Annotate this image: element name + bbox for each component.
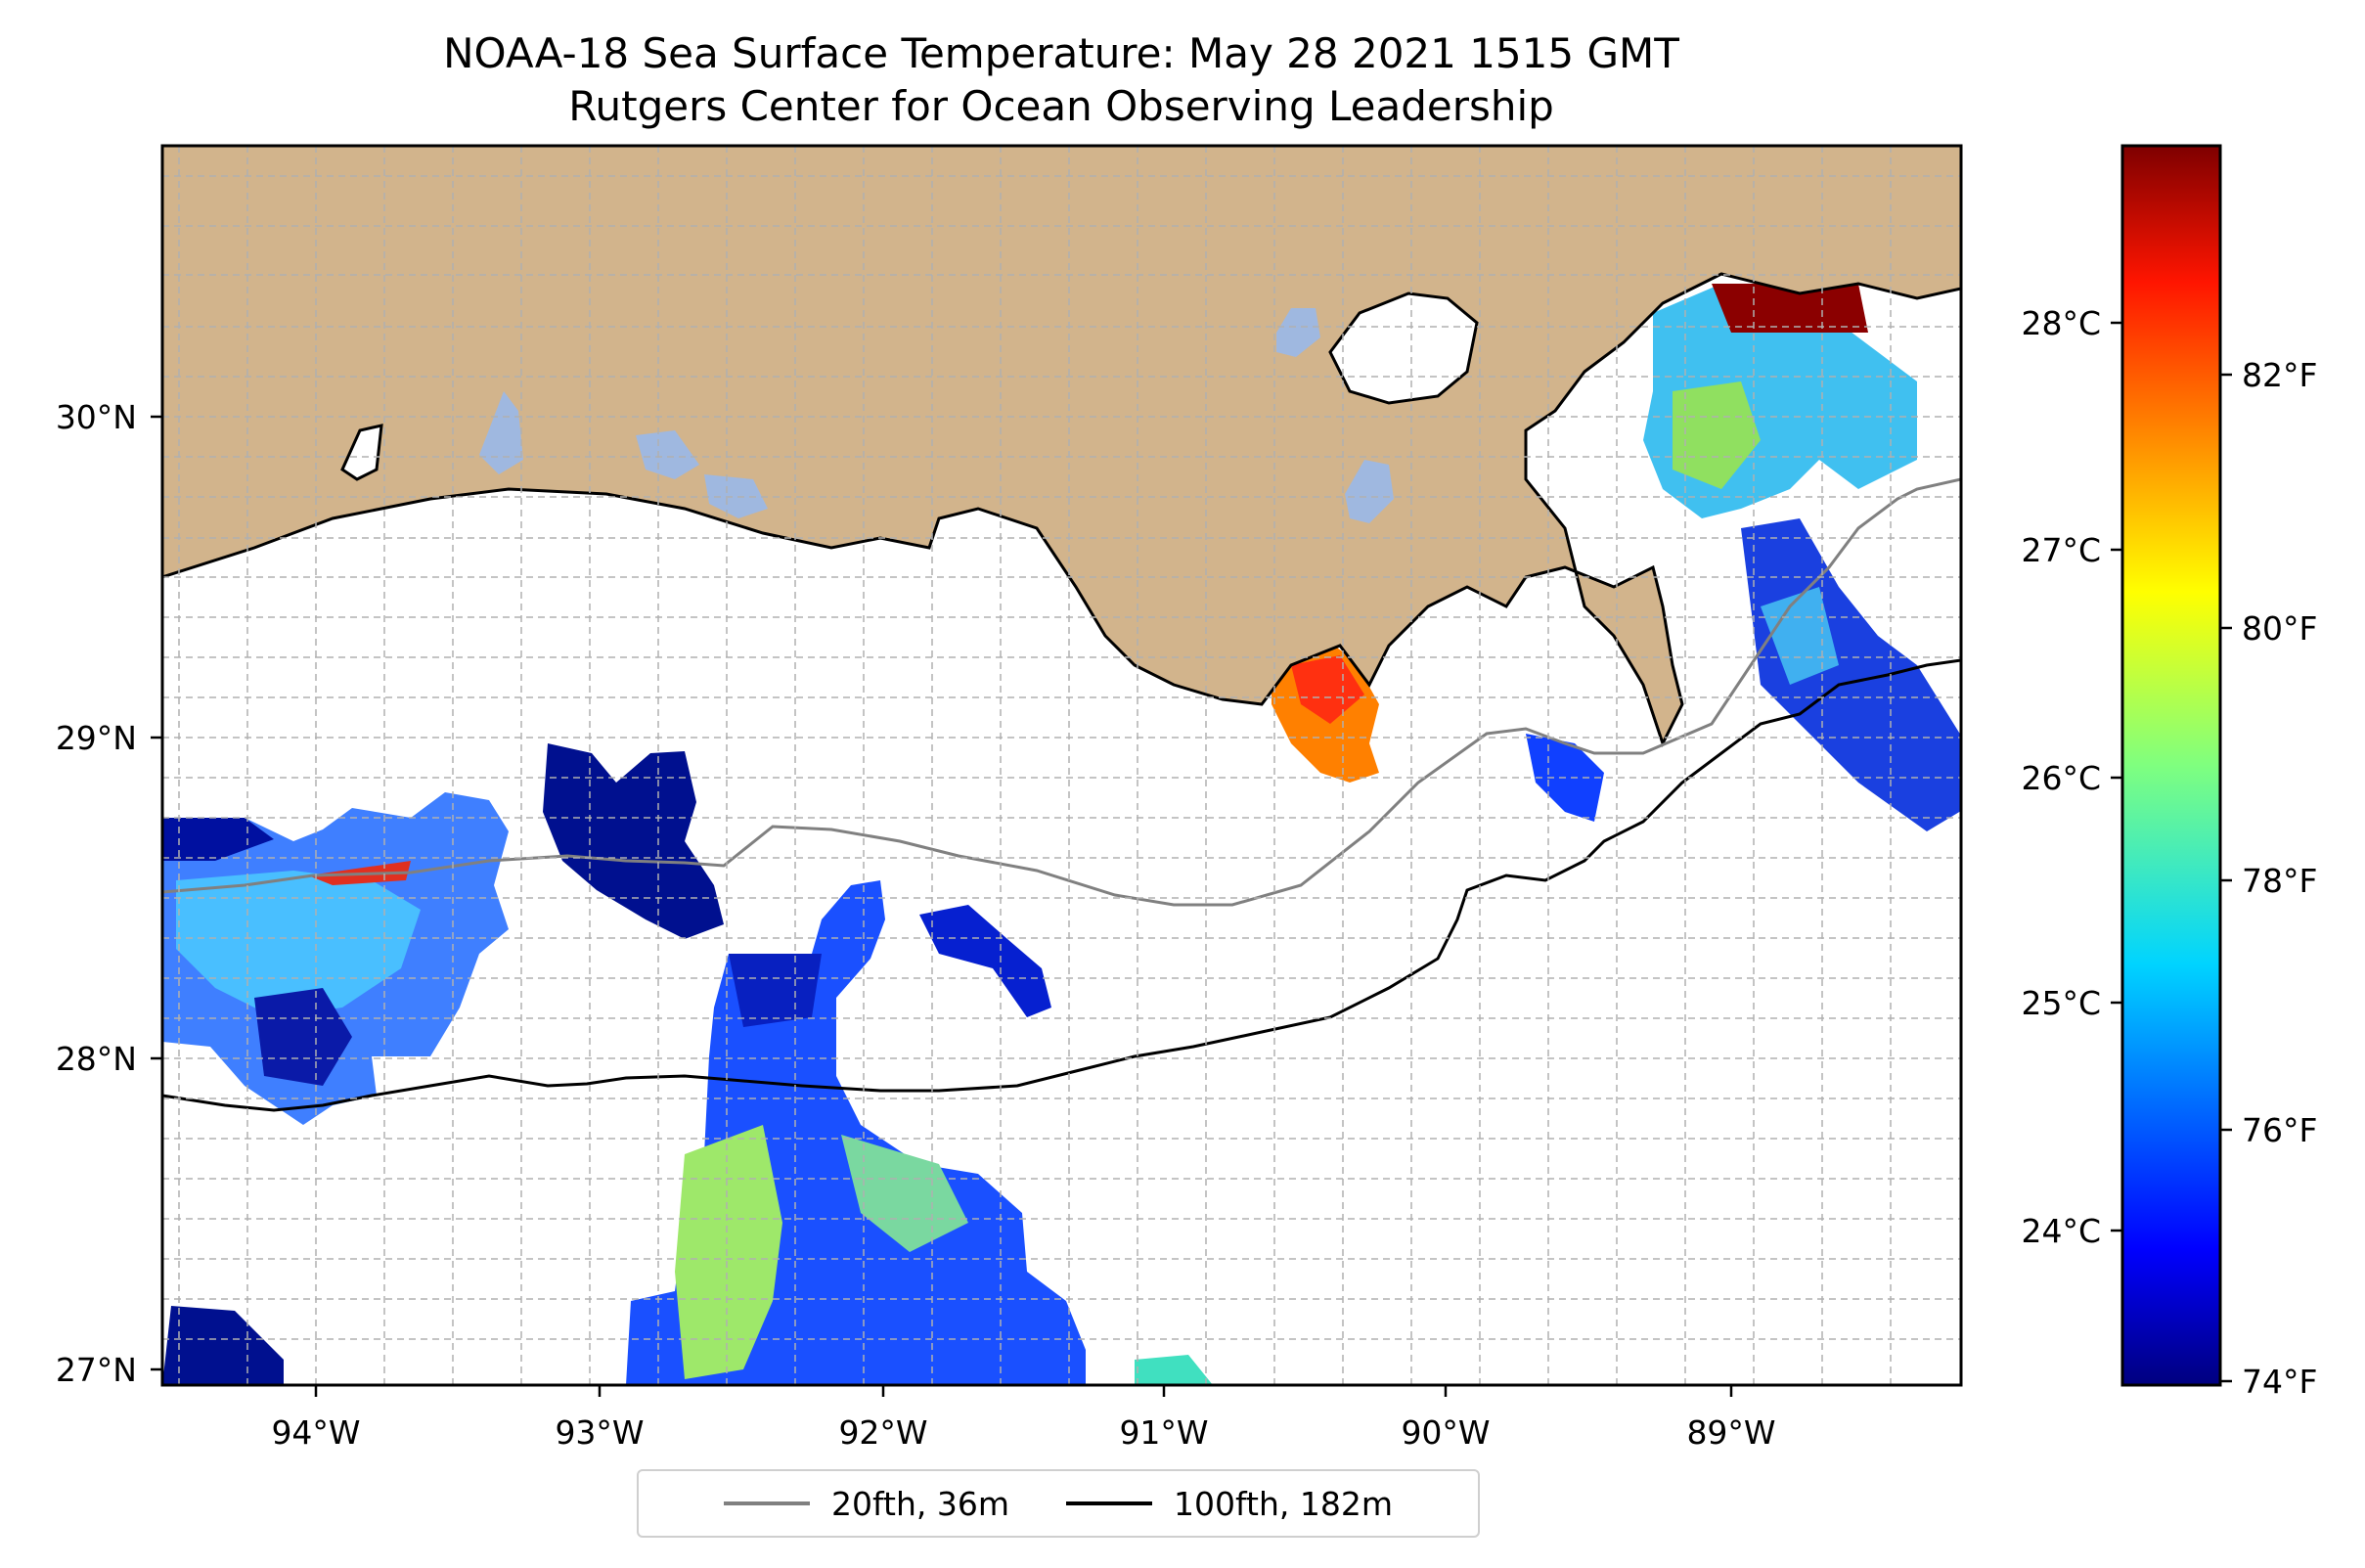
sst-patch-central-warm <box>675 1125 782 1379</box>
lake-2 <box>636 430 699 479</box>
colorbar-f-80: 80°F <box>2242 609 2317 648</box>
lake-3 <box>704 474 768 518</box>
plot-frame <box>160 144 1963 1387</box>
colorbar-f-82: 82°F <box>2242 356 2317 394</box>
sst-patch-east-warm <box>1673 381 1761 489</box>
lon-label-90w: 90°W <box>1401 1413 1490 1452</box>
colorbar-f-78: 78°F <box>2242 862 2317 900</box>
sst-patch-west-core <box>176 871 421 1017</box>
legend: 20fth, 36m 100fth, 182m <box>637 1469 1480 1538</box>
calcasieu-inlet <box>340 424 383 481</box>
sst-patch-shelf-east-mid <box>1761 587 1839 685</box>
sst-patch-coastal-hot <box>1291 655 1364 724</box>
sst-patch-east-hot <box>1712 284 1868 333</box>
lon-label-94w: 94°W <box>271 1413 360 1452</box>
lon-label-93w: 93°W <box>555 1413 644 1452</box>
sst-patch-east-central <box>919 905 1051 1017</box>
lat-label-27n: 27°N <box>56 1351 137 1389</box>
sst-patch-dark <box>543 743 724 939</box>
lon-label-92w: 92°W <box>838 1413 927 1452</box>
sst-patch-central-top <box>729 954 822 1027</box>
legend-item-20fth: 20fth, 36m <box>724 1485 1009 1523</box>
colorbar-c-25: 25°C <box>2021 984 2101 1022</box>
sst-patch-south-1 <box>1135 1355 1213 1385</box>
title-line-1: NOAA-18 Sea Surface Temperature: May 28 … <box>443 29 1679 77</box>
lake-pontchartrain <box>1328 291 1479 405</box>
sst-patch-west-south <box>254 988 352 1086</box>
sst-patch-south-2 <box>162 1306 284 1385</box>
colorbar-f-74: 74°F <box>2242 1363 2317 1401</box>
title-line-2: Rutgers Center for Ocean Observing Leade… <box>568 82 1554 130</box>
colorbar-c-27: 27°C <box>2021 531 2101 569</box>
legend-label-20fth: 20fth, 36m <box>831 1484 1009 1523</box>
sst-patch-west-edge <box>162 818 274 861</box>
colorbar-f-76: 76°F <box>2242 1111 2317 1149</box>
lat-label-29n: 29°N <box>56 719 137 757</box>
colorbar: 28°C 27°C 26°C 25°C 24°C 82°F 80°F 78°F … <box>2021 144 2317 1401</box>
sst-patch-central-mid <box>841 1135 968 1252</box>
map-title: NOAA-18 Sea Surface Temperature: May 28 … <box>161 27 1961 133</box>
lon-axis: 94°W 93°W 92°W 91°W 90°W 89°W <box>271 1385 1776 1452</box>
lon-label-91w: 91°W <box>1119 1413 1208 1452</box>
lake-4 <box>1276 308 1320 357</box>
colorbar-gradient <box>2120 144 2222 1387</box>
lat-label-30n: 30°N <box>56 398 137 436</box>
colorbar-c-24: 24°C <box>2021 1212 2101 1250</box>
lat-axis: 30°N 29°N 28°N 27°N <box>56 398 162 1389</box>
lon-label-89w: 89°W <box>1686 1413 1775 1452</box>
colorbar-c-26: 26°C <box>2021 759 2101 797</box>
legend-swatch-100fth <box>1066 1501 1152 1505</box>
legend-label-100fth: 100fth, 182m <box>1174 1484 1393 1523</box>
legend-item-100fth: 100fth, 182m <box>1066 1485 1393 1523</box>
gridlines <box>162 146 1961 1385</box>
legend-swatch-20fth <box>724 1501 810 1505</box>
colorbar-c-28: 28°C <box>2021 304 2101 342</box>
lake-5 <box>1345 460 1394 523</box>
lake-1 <box>479 391 523 474</box>
lat-label-28n: 28°N <box>56 1040 137 1078</box>
bathymetry-100fth <box>162 658 1961 1112</box>
sst-data-layer <box>162 284 1961 1385</box>
land-mass <box>162 146 1961 747</box>
